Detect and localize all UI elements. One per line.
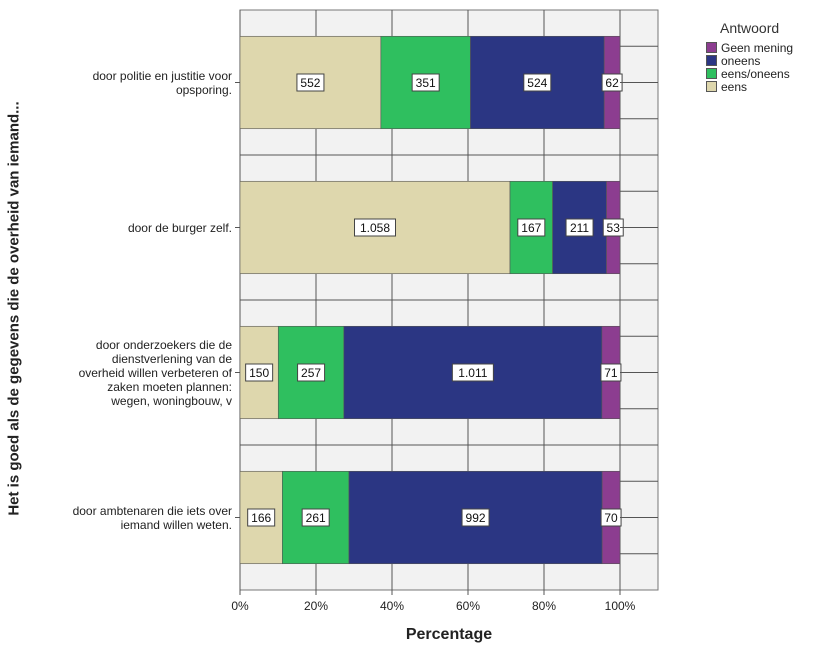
legend-item: eens	[706, 79, 793, 94]
category-label-line: door politie en justitie voor	[92, 68, 232, 83]
legend-item: eens/oneens	[706, 66, 793, 81]
data-label-box	[354, 218, 397, 237]
data-label: 1.011	[458, 366, 487, 380]
legend-swatch	[706, 81, 717, 92]
data-label: 71	[604, 366, 618, 380]
data-label-box	[461, 508, 490, 527]
x-tick-label: 20%	[304, 599, 328, 613]
category-label-line: dienstverlening van de	[111, 351, 232, 366]
data-label-box	[297, 363, 326, 382]
data-label: 70	[604, 511, 618, 525]
data-label: 166	[251, 511, 271, 525]
data-label: 261	[306, 511, 326, 525]
bar-segment	[282, 470, 350, 565]
category-label: door onderzoekers die de dienstverlening …	[32, 338, 232, 408]
legend-items: Geen mening oneens eens/oneens eens	[706, 40, 794, 94]
legend-item: oneens	[706, 53, 793, 68]
data-label-box	[301, 508, 330, 527]
category-label-line: wegen, woningbouw, v	[111, 393, 232, 408]
data-label-box	[245, 363, 274, 382]
data-label-box	[517, 218, 546, 237]
data-label: 351	[416, 76, 436, 90]
data-label-box	[565, 218, 594, 237]
data-label: 62	[605, 76, 619, 90]
y-axis-label: Het is goed als de gegevens die de overh…	[5, 101, 23, 516]
category-label-line: door onderzoekers die de	[95, 337, 232, 352]
category-label: door de burger zelf.	[32, 221, 232, 235]
legend-swatch	[706, 55, 717, 66]
category-label-line: opsporing.	[175, 82, 232, 97]
data-label: 150	[249, 366, 269, 380]
x-axis-label: Percentage	[405, 626, 493, 643]
data-label: 992	[466, 511, 486, 525]
legend-swatch	[706, 42, 717, 53]
data-label-box	[451, 363, 494, 382]
data-label: 167	[521, 221, 541, 235]
legend-title: Antwoord	[720, 20, 780, 36]
x-tick-label: 0%	[231, 599, 249, 613]
legend-label: Geen mening	[721, 40, 794, 55]
data-label: 53	[607, 221, 621, 235]
data-label-box	[523, 73, 552, 92]
category-label: door ambtenaren die iets over iemand will…	[32, 504, 232, 532]
x-tick-label: 60%	[456, 599, 480, 613]
data-label-box	[296, 73, 325, 92]
x-tick-label: 100%	[605, 599, 636, 613]
data-label: 1.058	[360, 221, 390, 235]
category-label: door politie en justitie voor opsporing.	[32, 69, 232, 97]
data-label: 211	[570, 221, 589, 235]
legend-swatch	[706, 68, 717, 79]
category-label-line: door de burger zelf.	[127, 220, 232, 235]
x-tick-label: 40%	[380, 599, 404, 613]
category-label-line: iemand willen weten.	[120, 517, 232, 532]
data-label: 257	[301, 366, 321, 380]
legend-label: eens	[721, 79, 748, 94]
category-label-line: overheid willen verbeteren of	[78, 365, 232, 380]
legend-label: oneens	[721, 53, 761, 68]
data-label: 552	[300, 76, 320, 90]
x-tick-label: 80%	[532, 599, 556, 613]
category-label-line: door ambtenaren die iets over	[72, 503, 232, 518]
data-label-box	[411, 73, 440, 92]
legend-item: Geen mening	[706, 40, 794, 55]
data-label-box	[247, 508, 276, 527]
category-label-line: zaken moeten plannen:	[107, 379, 232, 394]
legend: Antwoord Geen mening oneens eens/oneens een…	[706, 20, 794, 94]
data-label: 524	[527, 76, 547, 90]
legend-label: eens/oneens	[721, 66, 790, 81]
